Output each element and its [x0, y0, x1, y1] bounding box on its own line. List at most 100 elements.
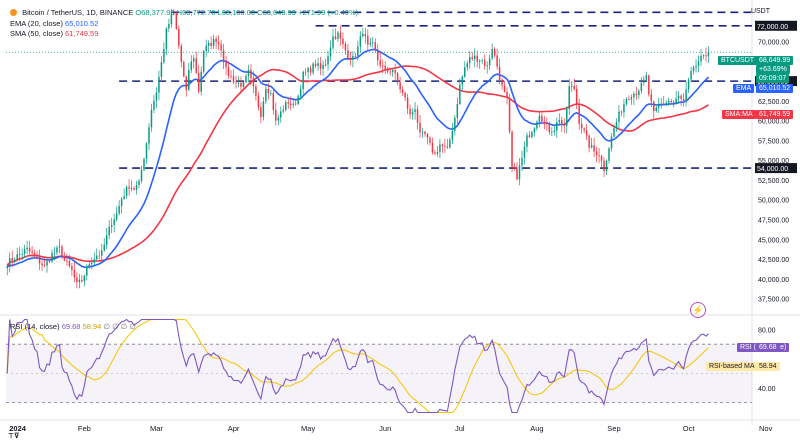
candle: [670, 100, 672, 103]
time-axis[interactable]: 2024 Feb Mar Apr May Jun Jul Aug Sep Oct Nov: [9, 424, 772, 433]
sma-path: [6, 65, 709, 267]
time-tick: May: [301, 424, 315, 433]
bitcoin-icon: [10, 9, 17, 16]
candle: [695, 65, 697, 68]
candle: [307, 68, 309, 72]
candle: [466, 63, 469, 68]
candle: [173, 13, 175, 15]
candle: [165, 28, 168, 50]
candle: [342, 38, 344, 45]
candle: [230, 75, 232, 77]
candle: [210, 42, 212, 46]
candle: [18, 254, 21, 255]
candle: [570, 85, 573, 87]
candle: [188, 69, 190, 90]
sma-legend-value: 61,749.59: [65, 29, 99, 38]
time-tick: Oct: [683, 424, 696, 433]
candle: [672, 102, 675, 103]
candle: [83, 275, 86, 282]
candle: [138, 180, 140, 186]
price-tick: 60,000.00: [758, 119, 789, 126]
candle: [690, 70, 692, 80]
lightning-icon[interactable]: ⚡: [690, 302, 706, 318]
candle: [13, 259, 16, 261]
candle: [160, 62, 163, 77]
candle: [282, 109, 285, 112]
candle: [635, 93, 638, 96]
candle: [493, 48, 496, 56]
candle: [575, 88, 578, 106]
candle: [349, 58, 352, 60]
candle: [88, 264, 91, 267]
level-tag: [755, 163, 797, 174]
time-tick: 2024: [9, 424, 27, 433]
sma-legend[interactable]: SMA (50, close) 61,749.59: [10, 29, 98, 38]
candle: [38, 256, 41, 264]
candle: [503, 85, 506, 92]
candle: [285, 102, 287, 110]
candle: [237, 82, 240, 84]
candle: [287, 102, 289, 104]
candle: [692, 67, 695, 71]
candle: [643, 79, 645, 83]
candle: [685, 89, 687, 101]
candle: [225, 62, 227, 68]
sma-line: [6, 65, 709, 267]
candle: [531, 132, 533, 138]
candle: [394, 69, 396, 74]
rsi-legend[interactable]: RSI (14, close) 69.68 58.94 ∅ ∅ ∅ ∅: [10, 322, 136, 331]
candle: [86, 266, 88, 276]
candle: [374, 42, 377, 51]
candle: [478, 60, 481, 62]
candle: [548, 123, 551, 133]
candle: [110, 225, 113, 227]
candle: [31, 251, 33, 253]
candle: [21, 253, 23, 255]
candle: [175, 13, 178, 29]
candle: [588, 135, 590, 148]
candle: [608, 148, 610, 161]
candle: [381, 65, 384, 67]
candle: [439, 144, 441, 153]
candle: [63, 257, 66, 261]
candle: [98, 255, 100, 257]
candle: [700, 55, 702, 62]
candle: [379, 60, 381, 66]
candle: [299, 89, 302, 97]
candle: [255, 86, 257, 96]
candle: [58, 246, 61, 248]
price-tick: 47,500.00: [758, 217, 789, 224]
candle: [240, 82, 242, 87]
candle: [705, 55, 707, 57]
level-label: 72,000.00: [757, 24, 788, 31]
candle: [511, 131, 513, 167]
candle: [449, 139, 451, 148]
candle: [667, 100, 670, 103]
candle: [630, 97, 633, 100]
candle: [702, 55, 705, 57]
candle: [140, 170, 143, 181]
candle: [523, 146, 526, 158]
candle: [551, 131, 553, 133]
candle: [120, 198, 123, 206]
ema-legend[interactable]: EMA (20, close) 65,010.52: [10, 19, 98, 28]
rsi-ma-axis-label: RSI-based MA: [706, 362, 758, 371]
candle: [212, 38, 215, 46]
price-tick: 70,000.00: [758, 40, 789, 47]
time-tick: Apr: [228, 424, 240, 433]
ohlc-open: O68,377.99: [135, 8, 175, 17]
time-tick: Aug: [530, 424, 543, 433]
ohlc-high: H68,772.70: [176, 8, 216, 17]
candle: [431, 142, 434, 153]
sma-legend-label: SMA (50, close): [10, 29, 63, 38]
candle: [304, 71, 307, 73]
candle: [150, 109, 153, 128]
candle: [344, 44, 347, 51]
candle: [538, 115, 541, 122]
candle: [294, 103, 297, 105]
candle: [235, 82, 237, 84]
candle: [207, 42, 210, 46]
candle: [553, 130, 556, 132]
candle: [26, 247, 28, 250]
candle: [518, 165, 521, 180]
